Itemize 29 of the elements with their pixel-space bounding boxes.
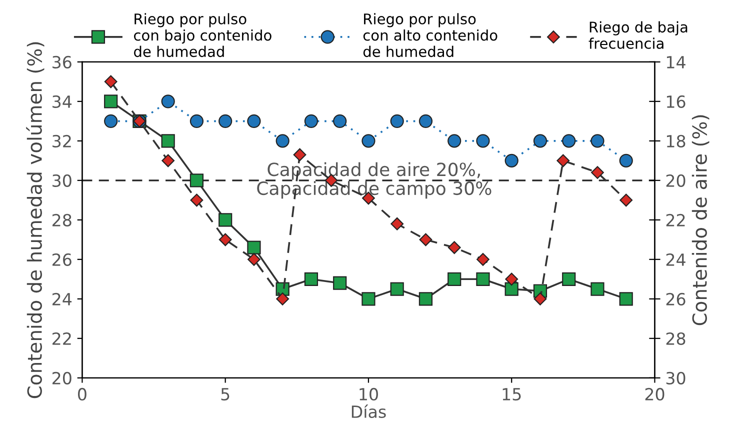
y-tick-label: 34 bbox=[52, 95, 72, 108]
y2-tick-label: 22 bbox=[666, 214, 685, 226]
legend-label: Riego por pulso con bajo contenido de humedad bbox=[134, 13, 272, 58]
legend-label: Riego por pulso con alto contenido de humedad bbox=[363, 13, 498, 58]
y-tick-label: 32 bbox=[52, 134, 71, 148]
y-axis-title: Contenido de humedad volúmen (%) bbox=[26, 42, 44, 398]
y2-axis-title: Contenido de aire (%) bbox=[692, 115, 710, 326]
y2-tick-label: 26 bbox=[666, 292, 686, 306]
x-tick-label: 0 bbox=[78, 388, 86, 401]
y-tick-label: 28 bbox=[52, 214, 72, 226]
y2-tick-label: 16 bbox=[666, 95, 686, 108]
y2-tick-label: 20 bbox=[666, 174, 686, 187]
y-tick-label: 24 bbox=[52, 292, 72, 306]
legend-label: Riego de baja frecuencia bbox=[588, 21, 688, 49]
y2-tick-label: 28 bbox=[666, 332, 686, 345]
y-tick-label: 20 bbox=[52, 372, 72, 384]
y2-tick-label: 30 bbox=[666, 372, 686, 384]
x-tick-label: 15 bbox=[502, 388, 521, 401]
x-tick-label: 20 bbox=[645, 388, 664, 401]
y-tick-label: 30 bbox=[52, 174, 72, 187]
x-axis-title: Días bbox=[352, 404, 386, 418]
x-tick-label: 10 bbox=[360, 388, 378, 401]
y-tick-label: 26 bbox=[52, 253, 72, 266]
y-tick-label: 36 bbox=[52, 56, 72, 68]
y2-tick-label: 14 bbox=[666, 56, 686, 68]
y2-tick-label: 18 bbox=[666, 134, 686, 148]
x-tick-label: 5 bbox=[221, 388, 230, 401]
y-tick-label: 22 bbox=[52, 332, 71, 345]
y2-tick-label: 24 bbox=[666, 253, 686, 266]
